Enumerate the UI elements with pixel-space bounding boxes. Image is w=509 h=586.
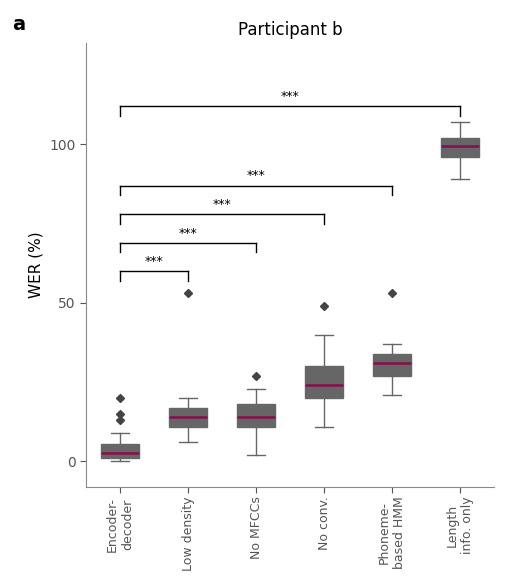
Text: ***: *** [247, 169, 265, 182]
PathPatch shape [237, 404, 275, 427]
Text: a: a [13, 15, 25, 34]
Text: ***: *** [213, 198, 232, 211]
Title: Participant b: Participant b [238, 21, 343, 39]
PathPatch shape [101, 444, 139, 458]
PathPatch shape [441, 138, 478, 157]
PathPatch shape [305, 366, 343, 398]
Y-axis label: WER (%): WER (%) [29, 231, 44, 298]
Text: ***: *** [145, 255, 163, 268]
Text: ***: *** [280, 90, 299, 103]
PathPatch shape [169, 407, 207, 427]
PathPatch shape [373, 354, 411, 376]
Text: ***: *** [179, 227, 197, 240]
